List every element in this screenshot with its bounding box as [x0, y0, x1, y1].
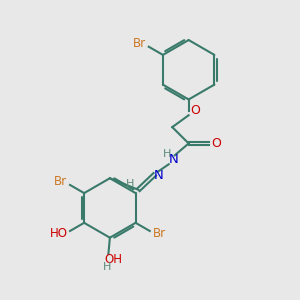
Text: HO: HO [50, 227, 68, 240]
Text: H: H [126, 179, 134, 189]
Text: O: O [190, 104, 200, 117]
Text: H: H [103, 262, 111, 272]
Text: N: N [169, 153, 179, 166]
Text: Br: Br [133, 37, 146, 50]
Text: OH: OH [105, 254, 123, 266]
Text: Br: Br [54, 176, 67, 188]
Text: Br: Br [153, 227, 166, 241]
Text: O: O [211, 137, 221, 150]
Text: N: N [153, 169, 163, 182]
Text: H: H [163, 149, 171, 160]
